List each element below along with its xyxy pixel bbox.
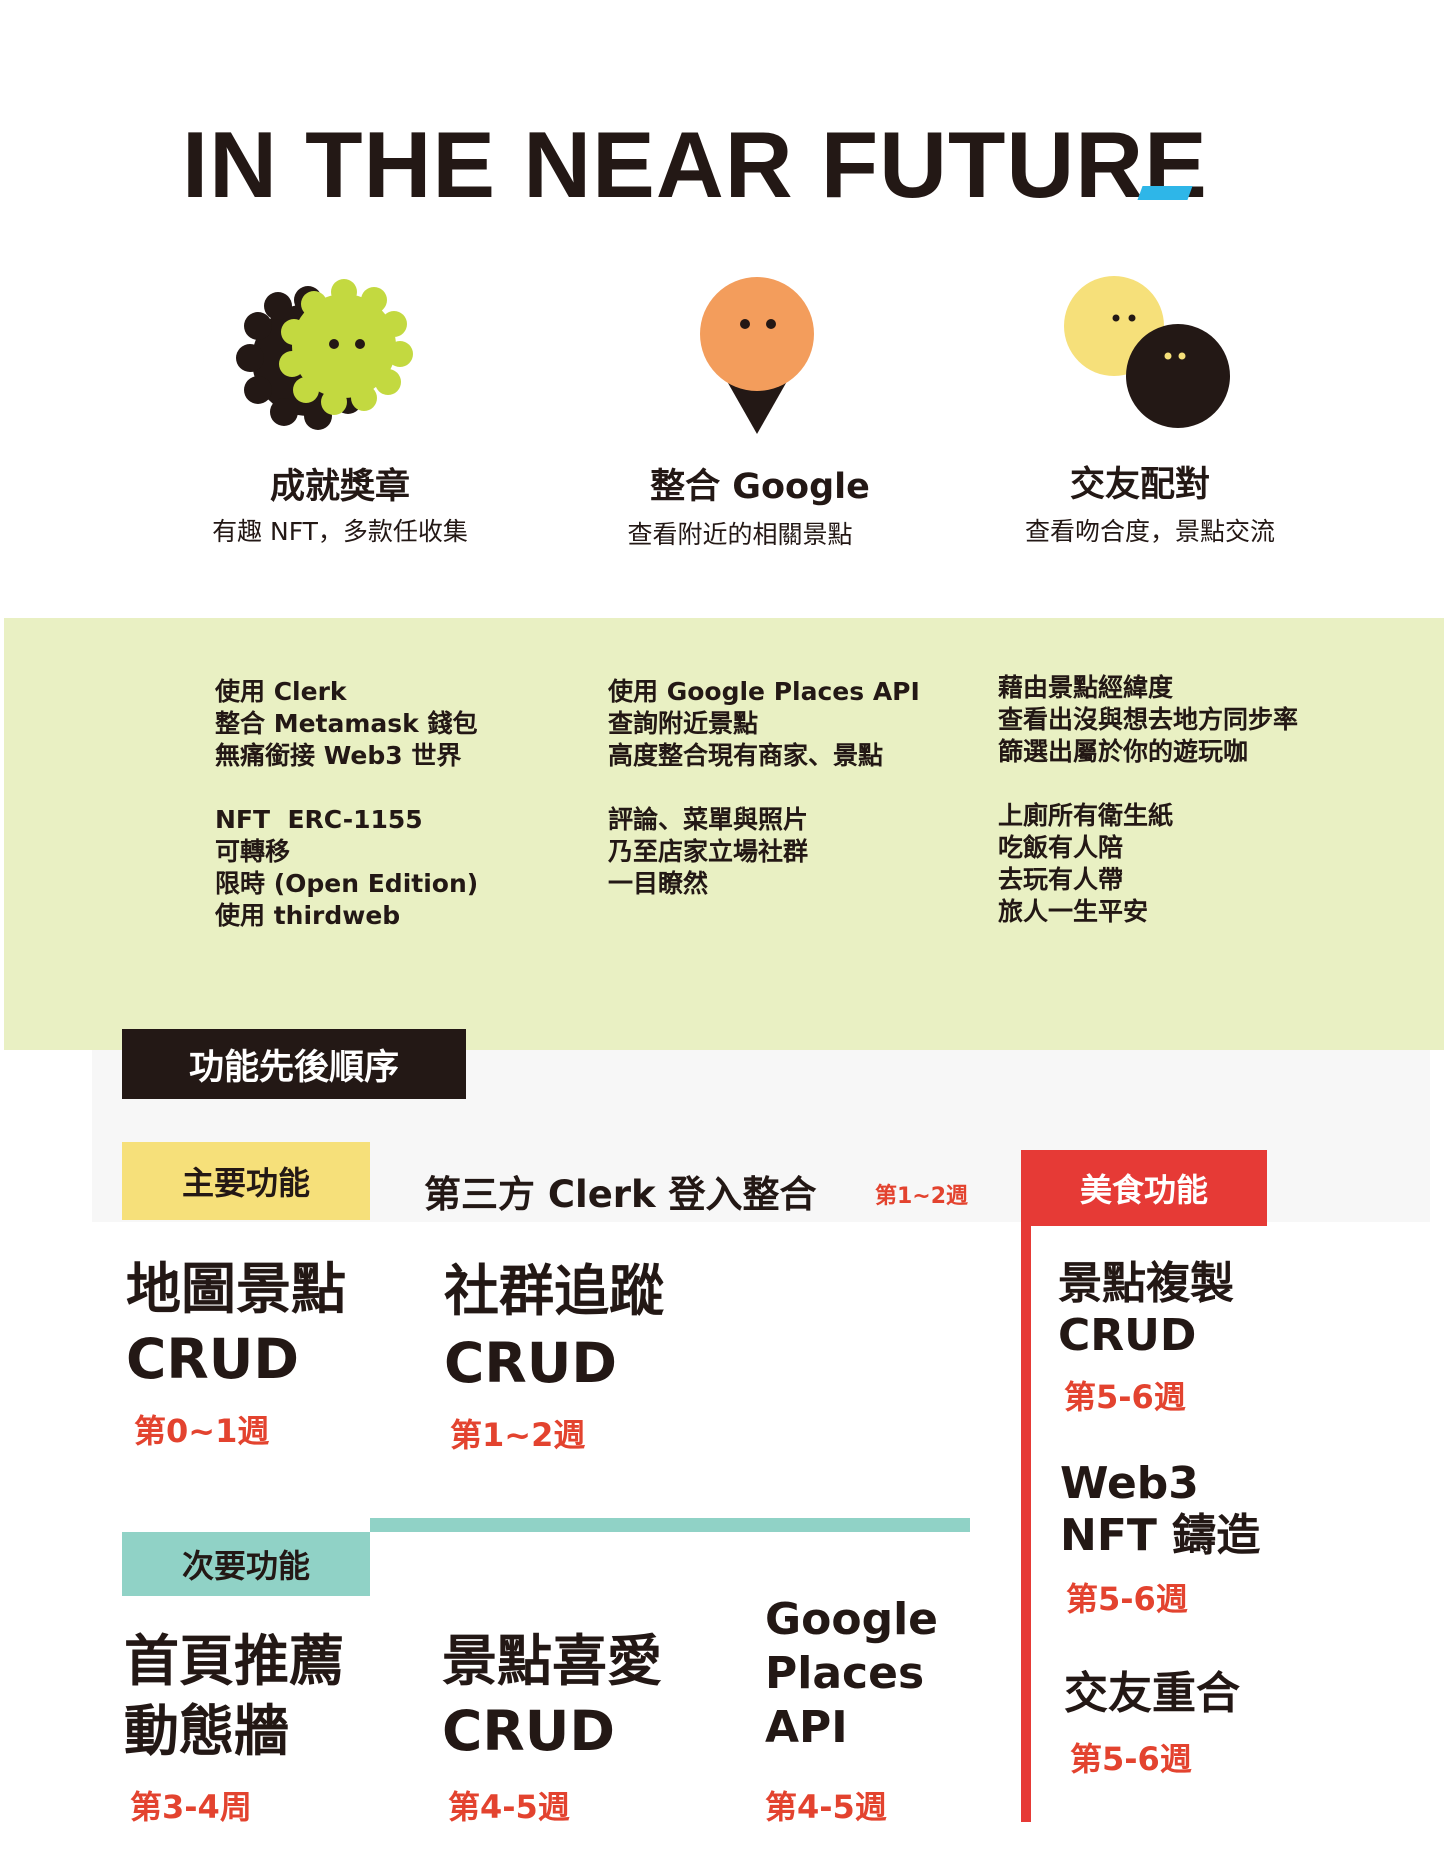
spot-favorite-title: 景點喜愛 bbox=[442, 1629, 663, 1693]
feature-subtitle-matching: 查看吻合度，景點交流 bbox=[1024, 517, 1275, 546]
google-places-line1: Google bbox=[765, 1594, 938, 1645]
details-google-text: 使用 Google Places API 查詢附近景點 高度整合現有商家、景點 … bbox=[608, 677, 920, 898]
chat-bubbles-icon bbox=[1064, 276, 1230, 428]
google-places-line2: Places bbox=[765, 1648, 925, 1699]
social-follow-week: 第1~2週 bbox=[450, 1416, 586, 1454]
spot-favorite-crud: CRUD bbox=[442, 1699, 616, 1763]
title-accent-bar bbox=[1137, 186, 1193, 200]
map-pin-icon bbox=[700, 277, 814, 434]
friend-match-title: 交友重合 bbox=[1064, 1668, 1240, 1719]
secondary-features-tag: 次要功能 bbox=[122, 1532, 370, 1596]
primary-features-tag: 主要功能 bbox=[122, 1142, 370, 1220]
feature-subtitle-google: 查看附近的相關景點 bbox=[627, 520, 853, 549]
feature-heading-badges: 成就獎章 bbox=[269, 467, 410, 507]
page-title: IN THE NEAR FUTURE bbox=[182, 112, 1208, 217]
details-badges-text: 使用 Clerk 整合 Metamask 錢包 無痛銜接 Web3 世界 NFT… bbox=[215, 677, 479, 930]
food-column-line bbox=[1021, 1150, 1031, 1822]
map-spots-title: 地圖景點 bbox=[126, 1257, 347, 1321]
home-feed-subtitle: 動態牆 bbox=[124, 1699, 290, 1763]
friend-match-week: 第5-6週 bbox=[1070, 1740, 1192, 1778]
details-panel bbox=[4, 618, 1444, 1050]
feature-subtitle-badges: 有趣 NFT，多款任收集 bbox=[212, 517, 468, 546]
nft-mint-week: 第5-6週 bbox=[1066, 1580, 1188, 1618]
spot-copy-title: 景點複製 bbox=[1058, 1258, 1234, 1309]
home-feed-week: 第3-4周 bbox=[130, 1788, 252, 1826]
google-places-week: 第4-5週 bbox=[765, 1788, 887, 1826]
order-label: 功能先後順序 bbox=[122, 1029, 466, 1099]
spot-copy-week: 第5-6週 bbox=[1064, 1378, 1186, 1416]
details-matching-text: 藉由景點經緯度 查看出沒與想去地方同步率 篩選出屬於你的遊玩咖 上廁所有衛生紙 … bbox=[998, 673, 1299, 926]
web3-title: Web3 bbox=[1060, 1458, 1199, 1509]
feature-heading-google: 整合 Google bbox=[650, 467, 870, 507]
feature-heading-matching: 交友配對 bbox=[1069, 465, 1210, 505]
spot-favorite-week: 第4-5週 bbox=[448, 1788, 570, 1826]
social-follow-title: 社群追蹤 bbox=[444, 1259, 665, 1323]
clerk-login-item: 第三方 Clerk 登入整合 bbox=[424, 1173, 817, 1216]
google-places-line3: API bbox=[765, 1702, 848, 1753]
nft-mint-title: NFT 鑄造 bbox=[1060, 1510, 1261, 1561]
food-features-tag: 美食功能 bbox=[1021, 1150, 1267, 1226]
map-spots-week: 第0~1週 bbox=[134, 1412, 270, 1450]
spot-copy-crud: CRUD bbox=[1058, 1310, 1197, 1361]
home-feed-title: 首頁推薦 bbox=[124, 1629, 345, 1693]
clerk-login-week: 第1~2週 bbox=[875, 1184, 969, 1209]
secondary-divider bbox=[370, 1518, 970, 1532]
map-spots-crud: CRUD bbox=[126, 1327, 300, 1391]
social-follow-crud: CRUD bbox=[444, 1331, 618, 1395]
achievement-badge-icon bbox=[236, 279, 413, 430]
